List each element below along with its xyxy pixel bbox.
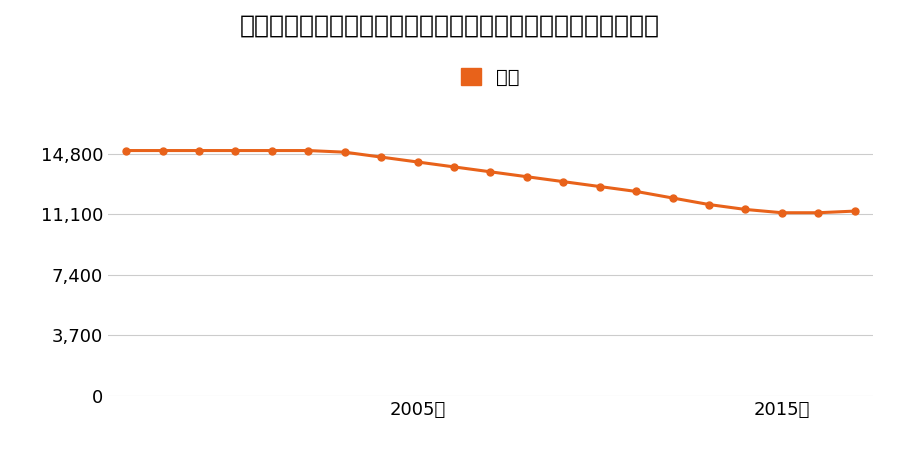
Legend: 価格: 価格 xyxy=(454,60,527,95)
Text: 宮崎県北諸県郡三股町大字宮村字一万城２８１７番の地価推移: 宮崎県北諸県郡三股町大字宮村字一万城２８１７番の地価推移 xyxy=(240,14,660,37)
